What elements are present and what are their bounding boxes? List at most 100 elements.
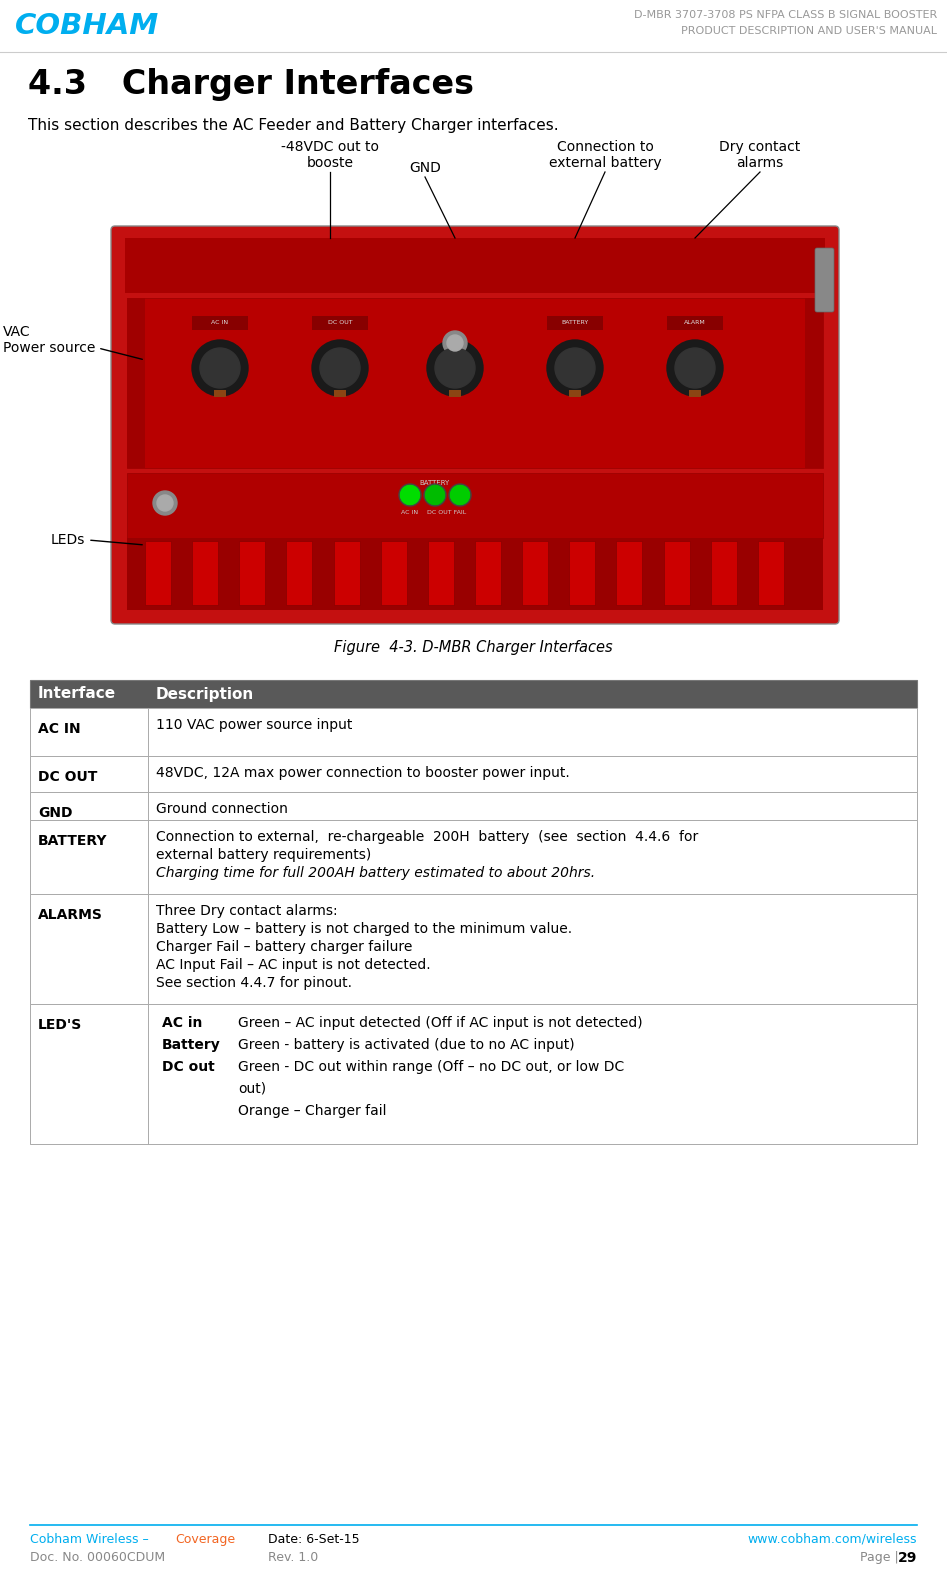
Text: AC Input Fail – AC input is not detected.: AC Input Fail – AC input is not detected… — [156, 958, 431, 972]
Text: Page |: Page | — [860, 1551, 902, 1564]
Text: 29: 29 — [898, 1551, 917, 1565]
Bar — [667, 316, 723, 330]
Text: DC OUT FAIL: DC OUT FAIL — [427, 510, 467, 515]
Circle shape — [675, 349, 715, 388]
Text: LEDs: LEDs — [50, 532, 85, 546]
Text: Ground connection: Ground connection — [156, 802, 288, 816]
Bar — [569, 542, 596, 604]
Bar — [569, 389, 581, 397]
Text: PRODUCT DESCRIPTION AND USER'S MANUAL: PRODUCT DESCRIPTION AND USER'S MANUAL — [681, 27, 937, 36]
Text: DC OUT: DC OUT — [328, 320, 352, 325]
Text: ALARM: ALARM — [684, 320, 706, 325]
Bar — [547, 316, 603, 330]
Text: ALARMS: ALARMS — [38, 907, 103, 922]
Bar — [30, 680, 917, 708]
Text: BATTERY: BATTERY — [562, 320, 589, 325]
Text: LED'S: LED'S — [38, 1017, 82, 1031]
Text: AC in: AC in — [162, 1016, 203, 1030]
Text: Cobham Wireless –: Cobham Wireless – — [30, 1532, 152, 1546]
Text: Figure  4-3. D-MBR Charger Interfaces: Figure 4-3. D-MBR Charger Interfaces — [333, 641, 613, 655]
Bar — [381, 542, 406, 604]
Text: 48VDC, 12A max power connection to booster power input.: 48VDC, 12A max power connection to boost… — [156, 766, 570, 780]
Circle shape — [667, 341, 723, 396]
Bar — [30, 820, 917, 893]
Bar — [127, 539, 823, 611]
Text: Doc. No. 00060CDUM: Doc. No. 00060CDUM — [30, 1551, 165, 1564]
Bar — [449, 389, 461, 397]
Text: GND: GND — [38, 805, 73, 820]
Text: DC out: DC out — [162, 1060, 215, 1074]
Text: out): out) — [238, 1082, 266, 1096]
Bar — [805, 298, 823, 468]
Circle shape — [450, 485, 470, 506]
Circle shape — [425, 485, 445, 506]
Text: Dry contact
alarms: Dry contact alarms — [720, 140, 800, 170]
Text: BATTERY: BATTERY — [420, 480, 450, 487]
Text: Connection to
external battery: Connection to external battery — [548, 140, 661, 170]
Text: www.cobham.com/wireless: www.cobham.com/wireless — [747, 1532, 917, 1546]
Text: Green - battery is activated (due to no AC input): Green - battery is activated (due to no … — [238, 1038, 575, 1052]
Text: Three Dry contact alarms:: Three Dry contact alarms: — [156, 904, 338, 918]
Bar — [312, 316, 368, 330]
Circle shape — [200, 349, 240, 388]
Text: Green – AC input detected (Off if AC input is not detected): Green – AC input detected (Off if AC inp… — [238, 1016, 643, 1030]
Text: VAC
Power source: VAC Power source — [3, 325, 95, 355]
Bar — [145, 542, 170, 604]
Circle shape — [555, 349, 595, 388]
Bar — [192, 542, 218, 604]
Circle shape — [157, 495, 173, 510]
Text: external battery requirements): external battery requirements) — [156, 848, 371, 862]
Text: See section 4.4.7 for pinout.: See section 4.4.7 for pinout. — [156, 977, 352, 991]
FancyBboxPatch shape — [111, 226, 839, 623]
Bar — [334, 389, 346, 397]
Bar — [240, 542, 265, 604]
Text: Charger Fail – battery charger failure: Charger Fail – battery charger failure — [156, 940, 412, 955]
Text: AC IN: AC IN — [211, 320, 228, 325]
Text: 110 VAC power source input: 110 VAC power source input — [156, 717, 352, 732]
Text: Battery Low – battery is not charged to the minimum value.: Battery Low – battery is not charged to … — [156, 922, 572, 936]
Text: Green - DC out within range (Off – no DC out, or low DC: Green - DC out within range (Off – no DC… — [238, 1060, 624, 1074]
Bar — [286, 542, 313, 604]
Text: This section describes the AC Feeder and Battery Charger interfaces.: This section describes the AC Feeder and… — [28, 118, 559, 133]
Text: Interface: Interface — [38, 686, 116, 702]
Text: Connection to external,  re-chargeable  200H  battery  (see  section  4.4.6  for: Connection to external, re-chargeable 20… — [156, 831, 698, 845]
Text: 4.3   Charger Interfaces: 4.3 Charger Interfaces — [28, 68, 474, 100]
Circle shape — [435, 349, 475, 388]
Text: Rev. 1.0: Rev. 1.0 — [268, 1551, 318, 1564]
Text: Orange – Charger fail: Orange – Charger fail — [238, 1104, 386, 1118]
Circle shape — [153, 491, 177, 515]
Bar — [30, 757, 917, 791]
Text: GND: GND — [409, 162, 441, 174]
Bar — [125, 239, 825, 294]
Bar — [30, 708, 917, 757]
Bar — [758, 542, 784, 604]
Bar — [30, 893, 917, 1003]
Bar — [30, 791, 917, 820]
Text: BATTERY: BATTERY — [38, 834, 108, 848]
Bar — [710, 542, 737, 604]
Bar — [30, 1003, 917, 1145]
Text: Battery: Battery — [162, 1038, 221, 1052]
Circle shape — [312, 341, 368, 396]
Bar — [127, 298, 145, 468]
Bar — [127, 298, 823, 468]
Circle shape — [443, 331, 467, 355]
Circle shape — [427, 341, 483, 396]
Bar — [664, 542, 689, 604]
Text: Charging time for full 200AH battery estimated to about 20hrs.: Charging time for full 200AH battery est… — [156, 867, 595, 881]
Bar — [127, 473, 823, 539]
FancyBboxPatch shape — [815, 248, 834, 312]
Text: Coverage: Coverage — [175, 1532, 235, 1546]
Circle shape — [447, 334, 463, 352]
Bar — [428, 542, 454, 604]
Bar — [616, 542, 642, 604]
Bar — [214, 389, 226, 397]
Text: COBHAM: COBHAM — [15, 13, 159, 39]
Circle shape — [192, 341, 248, 396]
Circle shape — [547, 341, 603, 396]
Bar — [689, 389, 701, 397]
Bar — [475, 542, 501, 604]
Text: AC IN: AC IN — [38, 722, 80, 736]
Text: DC OUT: DC OUT — [38, 769, 98, 783]
Text: Date: 6-Set-15: Date: 6-Set-15 — [268, 1532, 360, 1546]
